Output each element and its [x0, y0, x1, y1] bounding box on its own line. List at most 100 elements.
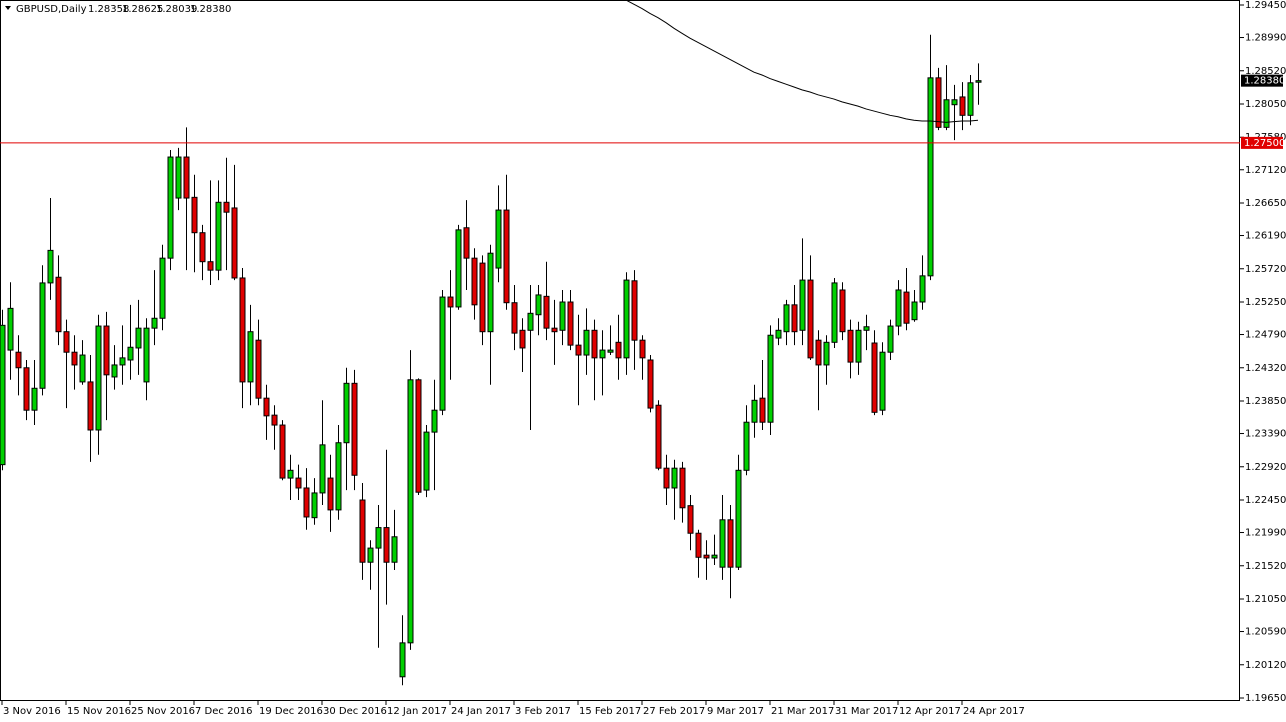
low-value: 1.28039 [156, 4, 197, 15]
candle-body [767, 334, 774, 423]
y-tick-label: 1.24320 [1245, 363, 1286, 374]
y-tick-label: 1.24790 [1245, 330, 1286, 341]
candle-body [863, 326, 870, 331]
candle-body [535, 294, 542, 316]
x-tick-label: 31 Mar 2017 [835, 706, 898, 717]
candle-body [975, 80, 982, 83]
candle-body [503, 209, 510, 304]
candle-body [823, 341, 830, 366]
x-tick-label: 30 Dec 2016 [323, 706, 387, 717]
candle-body [719, 519, 726, 568]
x-tick-label: 9 Mar 2017 [707, 706, 764, 717]
candle-body [567, 301, 574, 346]
candle-body [183, 156, 190, 199]
candle-body [399, 642, 406, 678]
candle-body [255, 339, 262, 399]
candle-body [343, 382, 350, 444]
candle-body [367, 547, 374, 563]
candle-body [231, 207, 238, 279]
candle-body [439, 296, 446, 411]
open-value: 1.28358 [88, 4, 129, 15]
candle-body [199, 232, 206, 263]
candle-body [639, 339, 646, 359]
candle-body [135, 327, 142, 349]
candle-body [847, 329, 854, 363]
candle-body [807, 279, 814, 359]
candle-body [959, 96, 966, 116]
candle-body [879, 351, 886, 411]
candle-body [151, 317, 158, 329]
candle-body [895, 289, 902, 327]
candle-body [671, 467, 678, 489]
x-tick-label: 15 Nov 2016 [67, 706, 131, 717]
candle-body [623, 279, 630, 359]
candle-body [607, 349, 614, 353]
candle-body [375, 527, 382, 549]
candle-body [191, 196, 198, 234]
candle-body [631, 280, 638, 341]
candle-body [647, 359, 654, 409]
candle-body [263, 397, 270, 417]
candle-body [559, 301, 566, 331]
y-tick-label: 1.21520 [1245, 561, 1286, 572]
candle-body [543, 295, 550, 329]
x-tick-label: 27 Feb 2017 [643, 706, 705, 717]
menu-arrow [5, 6, 11, 10]
y-tick-label: 1.28050 [1245, 99, 1286, 110]
candle-body [15, 351, 22, 369]
y-tick-label: 1.20590 [1245, 627, 1286, 638]
candle-body [423, 431, 430, 491]
y-tick-label: 1.26650 [1245, 198, 1286, 209]
candle-body [663, 467, 670, 489]
candle-body [655, 404, 662, 469]
candle-body [383, 527, 390, 563]
y-tick-label: 1.21050 [1245, 594, 1286, 605]
candle-body [327, 477, 334, 511]
x-tick-label: 12 Apr 2017 [899, 706, 961, 717]
x-tick-label: 25 Nov 2016 [131, 706, 195, 717]
candle-body [783, 304, 790, 333]
level-label: 1.27500 [1244, 138, 1285, 149]
candle-body [167, 156, 174, 259]
candle-body [679, 467, 686, 509]
y-tick-label: 1.25720 [1245, 264, 1286, 275]
candle-body [743, 421, 750, 471]
candle-body [175, 156, 182, 199]
candle-body [943, 99, 950, 128]
candle-body [551, 327, 558, 333]
x-tick-label: 21 Mar 2017 [771, 706, 834, 717]
candle-body [831, 282, 838, 343]
price-label: 1.28380 [1244, 76, 1285, 87]
candle-body [463, 227, 470, 259]
candle-body [583, 329, 590, 356]
candle-body [479, 262, 486, 333]
candle-body [887, 325, 894, 353]
candle-body [519, 329, 526, 349]
candle-body [359, 499, 366, 563]
y-tick-label: 1.21990 [1245, 528, 1286, 539]
y-tick-label: 1.20120 [1245, 660, 1286, 671]
x-tick-label: 3 Nov 2016 [3, 706, 61, 717]
candle-body [391, 536, 398, 563]
candle-body [815, 339, 822, 366]
x-tick-label: 7 Dec 2016 [195, 706, 253, 717]
candle-body [951, 99, 958, 106]
candle-body [207, 261, 214, 271]
candle-body [39, 282, 46, 389]
x-tick-label: 12 Jan 2017 [387, 706, 447, 717]
candle-body [47, 249, 54, 284]
level-label-box [1241, 136, 1283, 149]
candle-body [903, 291, 910, 324]
candle-body [855, 329, 862, 363]
moving-average [625, 0, 979, 123]
candle-body [71, 351, 78, 366]
candle-body [239, 277, 246, 383]
candle-body [0, 324, 6, 466]
candle-body [711, 554, 718, 559]
candle-body [311, 492, 318, 519]
x-tick-label: 19 Dec 2016 [259, 706, 323, 717]
candle-body [735, 469, 742, 568]
candle-body [215, 201, 222, 271]
y-tick-label: 1.28520 [1245, 66, 1286, 77]
